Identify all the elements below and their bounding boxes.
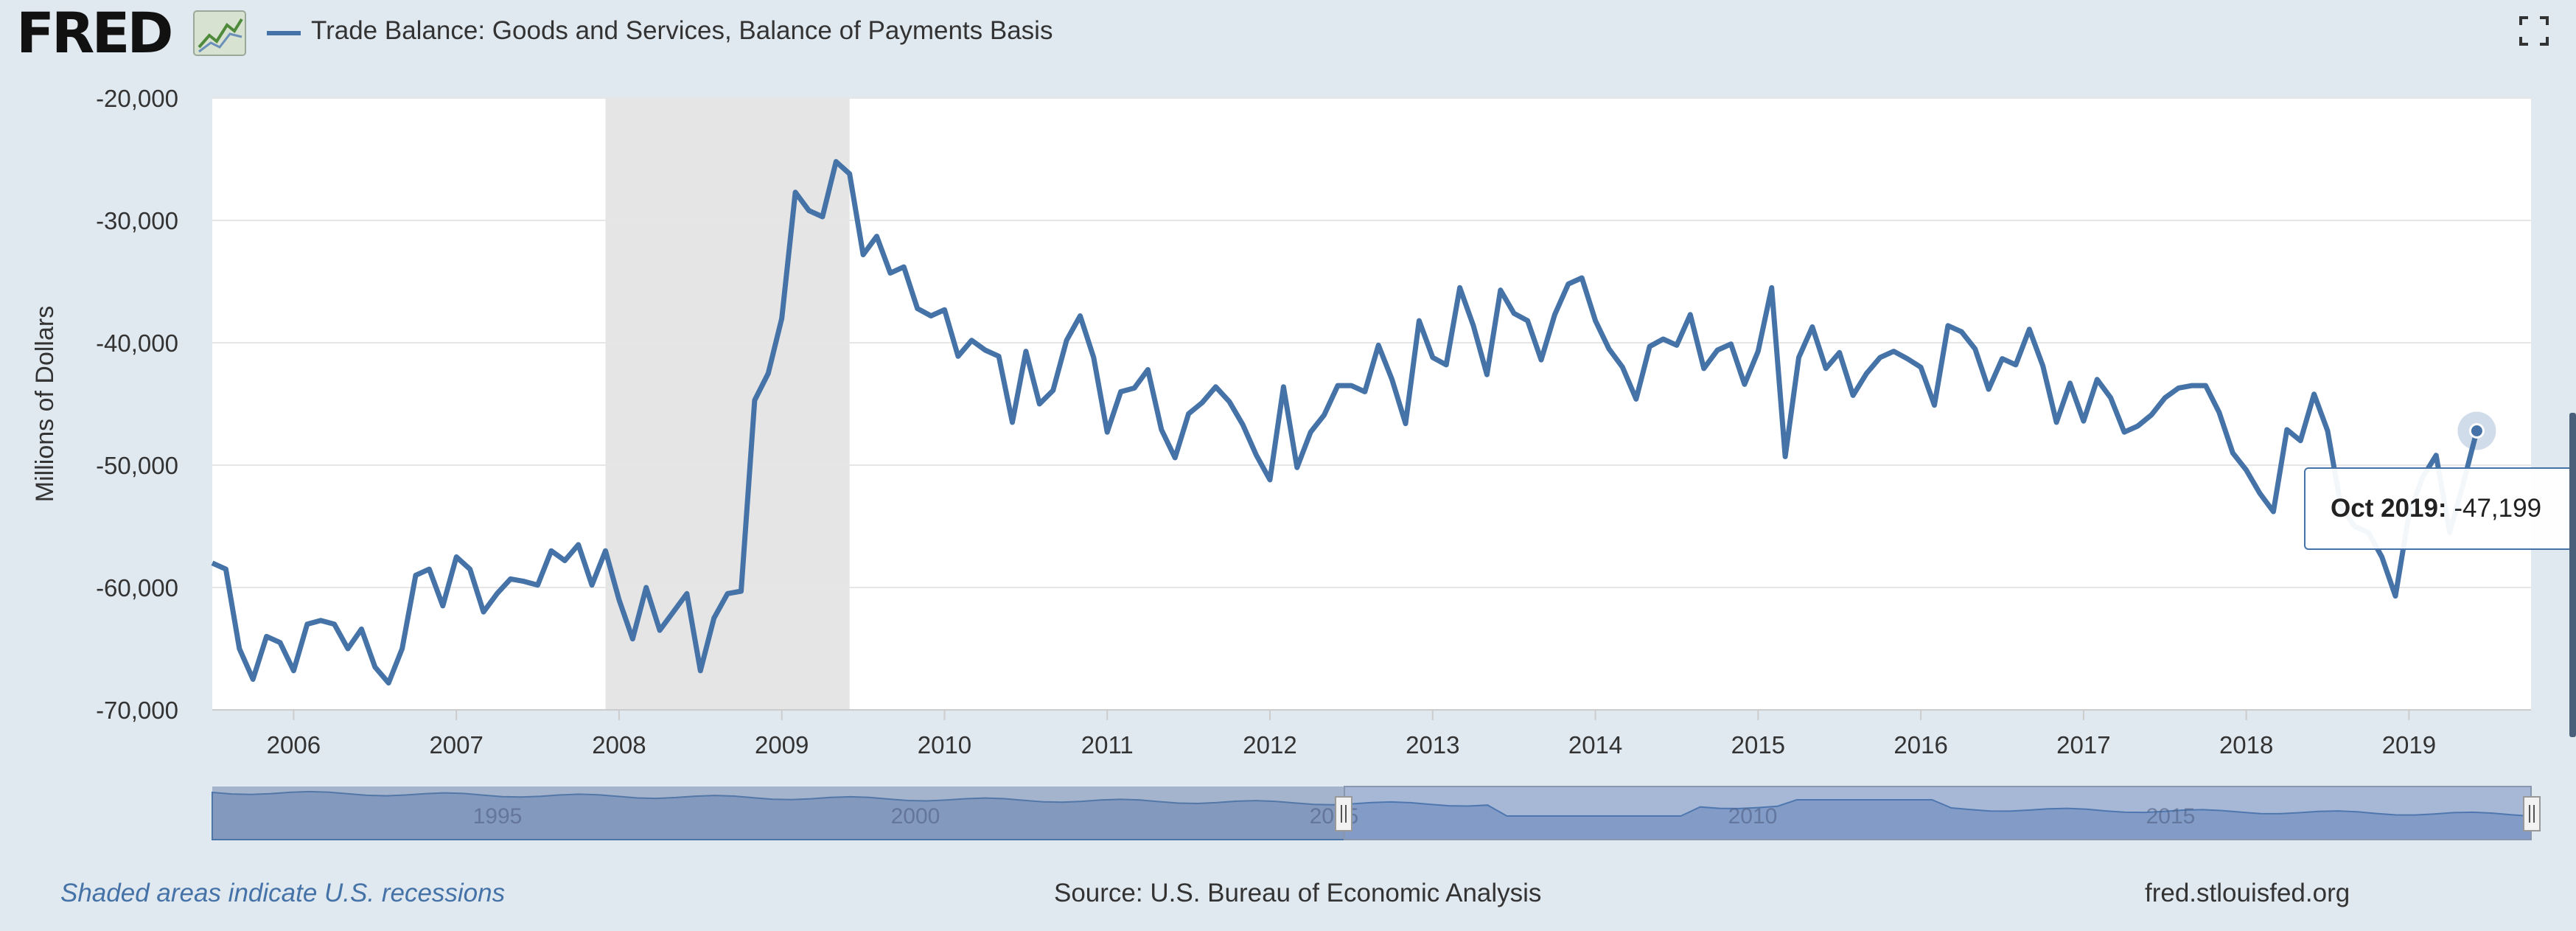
tooltip: Oct 2019: -47,199 <box>2304 467 2576 550</box>
y-tick-label: -30,000 <box>96 207 178 234</box>
x-tick-label: 2007 <box>429 731 483 759</box>
grid-layer <box>212 97 2531 711</box>
fullscreen-icon[interactable] <box>2518 15 2550 47</box>
navigator-label: 2010 <box>1728 804 1778 829</box>
recession-layer <box>605 98 850 710</box>
recession-band <box>605 98 850 710</box>
tooltip-value: -47,199 <box>2454 494 2542 523</box>
fred-logo[interactable]: FRED <box>16 0 173 66</box>
x-tick-label: 2017 <box>2056 731 2110 759</box>
x-tick-label: 2011 <box>1081 731 1134 759</box>
navigator-labels: 1995 2000 2005 2010 2015 <box>473 804 2196 829</box>
x-tick-label: 2018 <box>2219 731 2273 759</box>
fred-chart-icon <box>193 10 246 56</box>
legend-series-name[interactable]: Trade Balance: Goods and Services, Balan… <box>311 16 1053 45</box>
x-tick-label: 2015 <box>1731 731 1785 759</box>
y-tick-label: -40,000 <box>96 329 178 357</box>
x-tick-label: 2016 <box>1893 731 1947 759</box>
recession-note[interactable]: Shaded areas indicate U.S. recessions <box>60 879 506 907</box>
navigator-selection[interactable] <box>1344 786 2532 840</box>
navigator-left-handle[interactable] <box>1335 796 1352 831</box>
navigator-unselected-mask <box>212 787 1344 840</box>
scrollbar[interactable] <box>2569 413 2576 737</box>
plot-area <box>212 98 2531 710</box>
navigator-series-area <box>212 790 2532 840</box>
y-tick-label: -60,000 <box>96 574 178 602</box>
x-tick-label: 2014 <box>1568 731 1622 759</box>
y-axis: -20,000 -30,000 -40,000 -50,000 -60,000 -70,0… <box>96 85 178 724</box>
series-layer <box>211 158 2496 686</box>
x-tick-label: 2008 <box>592 731 646 759</box>
navigator-label: 2015 <box>2146 804 2196 829</box>
site-link[interactable]: fred.stlouisfed.org <box>2145 879 2350 907</box>
x-tick-label: 2012 <box>1243 731 1296 759</box>
navigator-label: 1995 <box>473 804 523 829</box>
navigator-right-handle[interactable] <box>2523 796 2541 831</box>
tooltip-date: Oct 2019: <box>2331 494 2447 523</box>
x-tick-label: 2006 <box>267 731 321 759</box>
y-tick-label: -70,000 <box>96 697 178 724</box>
legend-series-line[interactable] <box>267 31 301 35</box>
source-note: Source: U.S. Bureau of Economic Analysis <box>1054 879 1542 907</box>
chart-header: FRED Trade Balance: Goods and Services, … <box>0 0 2576 66</box>
navigator-label: 2000 <box>891 804 940 829</box>
x-tick-label: 2019 <box>2382 731 2436 759</box>
y-tick-label: -20,000 <box>96 85 178 112</box>
series-line[interactable] <box>211 158 2479 686</box>
y-axis-label: Millions of Dollars <box>31 306 59 502</box>
x-axis: 2006 2007 2008 2009 2010 2011 2012 2013 2014 2015… <box>267 710 2436 759</box>
hover-point[interactable] <box>2468 423 2485 439</box>
y-tick-label: -50,000 <box>96 452 178 479</box>
x-tick-label: 2009 <box>755 731 809 759</box>
x-tick-label: 2010 <box>918 731 971 759</box>
navigator[interactable]: 1995 2000 2005 2010 2015 <box>212 786 2541 840</box>
x-tick-label: 2013 <box>1406 731 1459 759</box>
